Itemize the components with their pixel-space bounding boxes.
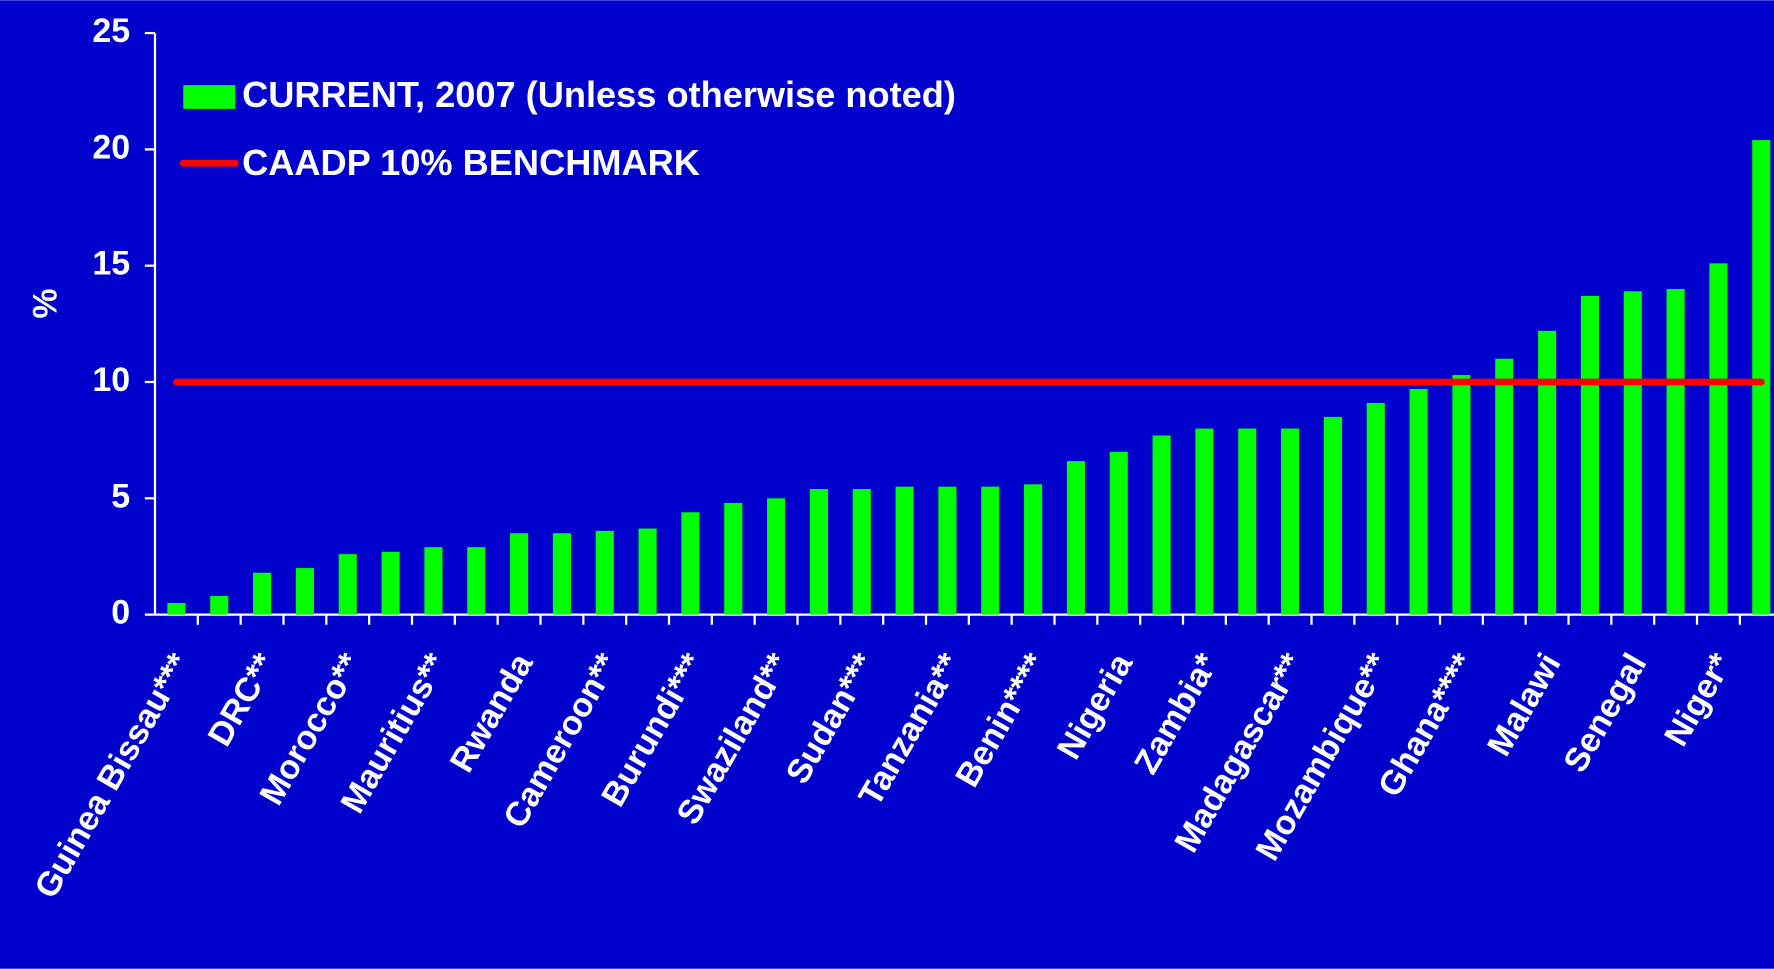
- y-tick-label: 5: [111, 477, 130, 515]
- bar: [681, 512, 700, 615]
- bar: [338, 554, 357, 615]
- bar: [1281, 428, 1300, 615]
- bar: [295, 568, 314, 615]
- bar: [724, 502, 743, 615]
- bar: [1409, 388, 1428, 615]
- y-tick-label: 10: [92, 361, 130, 399]
- y-tick-label: 20: [92, 128, 130, 166]
- bar: [1752, 140, 1771, 615]
- bar: [809, 488, 828, 615]
- legend-swatch: [183, 85, 236, 109]
- bar: [1195, 428, 1214, 615]
- bar: [938, 486, 957, 615]
- legend-label: CAADP 10% BENCHMARK: [242, 142, 700, 183]
- bar: [1538, 330, 1557, 615]
- bar: [1109, 451, 1128, 615]
- bar: [467, 547, 486, 615]
- bar: [1580, 295, 1599, 615]
- bar: [1152, 435, 1171, 615]
- bar: [1066, 461, 1085, 615]
- bar: [595, 530, 614, 615]
- bar: [981, 486, 1000, 615]
- bar: [253, 572, 272, 615]
- bar: [424, 547, 443, 615]
- y-tick-label: 15: [92, 245, 130, 283]
- bar: [510, 533, 529, 615]
- y-axis-label: %: [26, 288, 64, 318]
- bar: [552, 533, 571, 615]
- bar: [210, 595, 229, 615]
- bar: [1623, 291, 1642, 615]
- bar: [381, 551, 400, 615]
- bar: [895, 486, 914, 615]
- bar: [1666, 288, 1685, 615]
- bar: [1366, 402, 1385, 615]
- bar: [1238, 428, 1257, 615]
- y-tick-label: 0: [111, 594, 130, 632]
- bar: [1709, 263, 1728, 615]
- bar: [638, 528, 657, 615]
- y-tick-label: 25: [92, 12, 130, 50]
- bar: [1323, 416, 1342, 615]
- bar: [1495, 358, 1514, 615]
- bar: [767, 498, 786, 615]
- bar: [852, 488, 871, 615]
- bar: [1452, 375, 1471, 615]
- legend-label: CURRENT, 2007 (Unless otherwise noted): [242, 74, 956, 115]
- bar: [1024, 484, 1043, 615]
- bar: [167, 602, 186, 615]
